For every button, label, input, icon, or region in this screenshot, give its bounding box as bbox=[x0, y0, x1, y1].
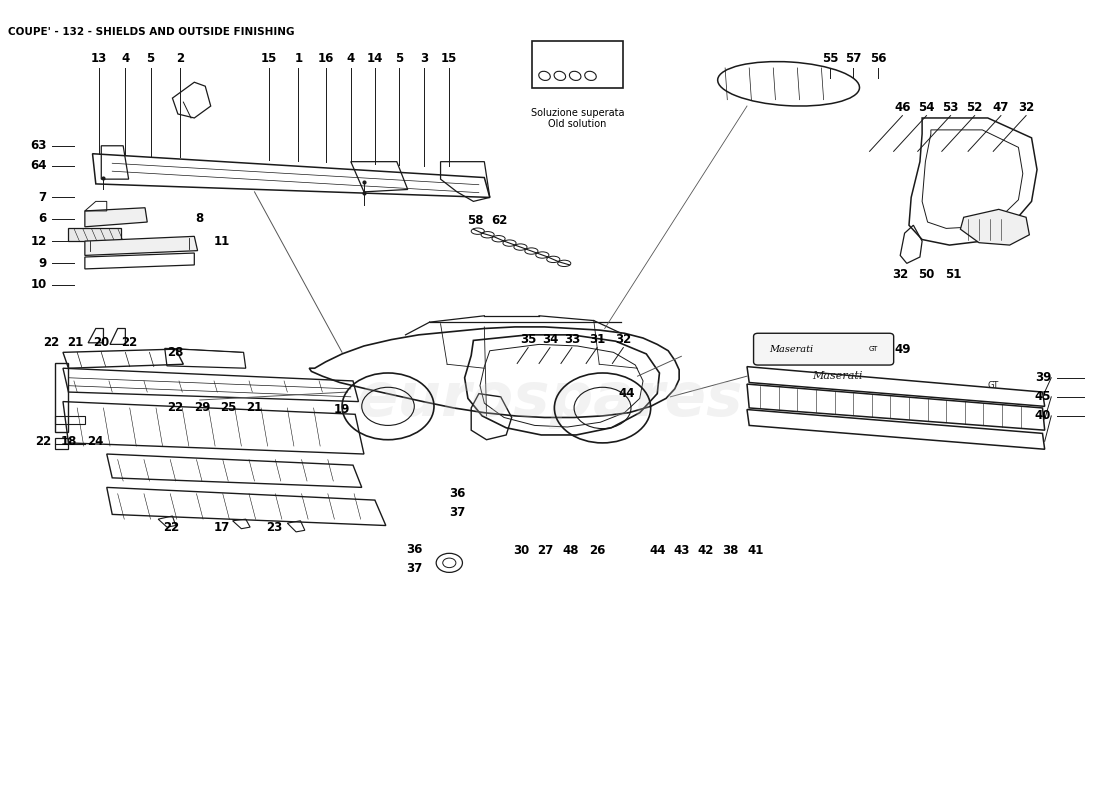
Text: 34: 34 bbox=[542, 333, 558, 346]
Text: 37: 37 bbox=[406, 562, 422, 575]
Text: 46: 46 bbox=[894, 101, 911, 114]
Text: 25: 25 bbox=[220, 402, 236, 414]
Text: 4: 4 bbox=[121, 52, 130, 65]
Text: 61: 61 bbox=[603, 50, 619, 62]
Text: 33: 33 bbox=[564, 333, 580, 346]
Text: 58: 58 bbox=[534, 50, 550, 62]
Text: 8: 8 bbox=[196, 212, 204, 226]
Text: COUPE' - 132 - SHIELDS AND OUTSIDE FINISHING: COUPE' - 132 - SHIELDS AND OUTSIDE FINIS… bbox=[9, 26, 295, 37]
Polygon shape bbox=[960, 210, 1030, 245]
Text: 18: 18 bbox=[60, 435, 77, 448]
Text: eurospares: eurospares bbox=[356, 370, 744, 430]
Text: 10: 10 bbox=[31, 278, 46, 291]
Text: 5: 5 bbox=[146, 52, 155, 65]
Text: 24: 24 bbox=[87, 435, 103, 448]
Polygon shape bbox=[85, 208, 147, 227]
Text: Maserati: Maserati bbox=[813, 371, 864, 381]
Text: 22: 22 bbox=[43, 336, 59, 350]
Text: 22: 22 bbox=[163, 521, 179, 534]
Text: 42: 42 bbox=[697, 545, 714, 558]
Text: 15: 15 bbox=[441, 52, 458, 65]
Text: 6: 6 bbox=[39, 212, 46, 226]
Text: 27: 27 bbox=[538, 545, 553, 558]
Text: 36: 36 bbox=[406, 543, 422, 556]
Text: 44: 44 bbox=[649, 545, 666, 558]
Text: 29: 29 bbox=[194, 402, 210, 414]
Text: 12: 12 bbox=[31, 234, 46, 248]
Text: 38: 38 bbox=[723, 545, 739, 558]
Text: 53: 53 bbox=[943, 101, 959, 114]
Text: 62: 62 bbox=[492, 214, 508, 227]
Text: 16: 16 bbox=[318, 52, 333, 65]
Text: 1: 1 bbox=[294, 52, 302, 65]
Text: 64: 64 bbox=[30, 159, 46, 172]
Text: 28: 28 bbox=[167, 346, 184, 359]
Text: 17: 17 bbox=[213, 521, 230, 534]
Text: 32: 32 bbox=[615, 333, 631, 346]
Text: 21: 21 bbox=[246, 402, 263, 414]
Text: 20: 20 bbox=[94, 336, 109, 350]
Text: 2: 2 bbox=[176, 52, 184, 65]
Text: 32: 32 bbox=[892, 268, 909, 281]
Text: 57: 57 bbox=[845, 52, 861, 65]
Text: 4: 4 bbox=[346, 52, 355, 65]
Text: 56: 56 bbox=[870, 52, 887, 65]
Text: 22: 22 bbox=[122, 336, 138, 350]
Text: 30: 30 bbox=[514, 545, 530, 558]
Text: 23: 23 bbox=[266, 521, 283, 534]
Text: Maserati: Maserati bbox=[769, 345, 813, 354]
Text: 45: 45 bbox=[1035, 390, 1052, 403]
Text: 9: 9 bbox=[39, 257, 46, 270]
Text: 37: 37 bbox=[449, 506, 465, 519]
Text: 15: 15 bbox=[261, 52, 277, 65]
Text: 59: 59 bbox=[556, 50, 572, 62]
Text: 50: 50 bbox=[918, 268, 935, 281]
Text: 49: 49 bbox=[894, 343, 911, 357]
Text: 35: 35 bbox=[520, 333, 537, 346]
Text: 14: 14 bbox=[366, 52, 383, 65]
Text: 51: 51 bbox=[945, 268, 961, 281]
Text: 47: 47 bbox=[992, 101, 1009, 114]
Text: 11: 11 bbox=[213, 234, 230, 248]
Text: 58: 58 bbox=[468, 214, 484, 227]
Text: 32: 32 bbox=[1018, 101, 1034, 114]
Polygon shape bbox=[68, 229, 121, 241]
Text: 41: 41 bbox=[748, 545, 763, 558]
Polygon shape bbox=[85, 236, 198, 255]
Text: 13: 13 bbox=[91, 52, 107, 65]
Text: 52: 52 bbox=[967, 101, 982, 114]
Text: 60: 60 bbox=[579, 50, 595, 62]
Text: GT: GT bbox=[869, 346, 878, 352]
Text: 43: 43 bbox=[673, 545, 690, 558]
Text: 22: 22 bbox=[167, 402, 184, 414]
FancyBboxPatch shape bbox=[754, 334, 893, 365]
Text: 21: 21 bbox=[67, 336, 84, 350]
Text: 31: 31 bbox=[588, 333, 605, 346]
Text: 40: 40 bbox=[1035, 410, 1052, 422]
Text: 3: 3 bbox=[420, 52, 428, 65]
Text: 63: 63 bbox=[30, 139, 46, 152]
Text: 19: 19 bbox=[334, 403, 350, 416]
Text: 48: 48 bbox=[562, 545, 579, 558]
Text: 54: 54 bbox=[918, 101, 935, 114]
Text: 5: 5 bbox=[395, 52, 403, 65]
Text: 26: 26 bbox=[588, 545, 605, 558]
Text: 44: 44 bbox=[618, 387, 635, 400]
Text: Soluzione superata
Old solution: Soluzione superata Old solution bbox=[530, 108, 624, 130]
Text: GT: GT bbox=[988, 381, 999, 390]
Text: 55: 55 bbox=[822, 52, 838, 65]
Text: 39: 39 bbox=[1035, 371, 1052, 384]
FancyBboxPatch shape bbox=[532, 41, 624, 88]
Text: 22: 22 bbox=[35, 435, 51, 448]
Text: 36: 36 bbox=[449, 487, 465, 500]
Text: 7: 7 bbox=[39, 191, 46, 204]
